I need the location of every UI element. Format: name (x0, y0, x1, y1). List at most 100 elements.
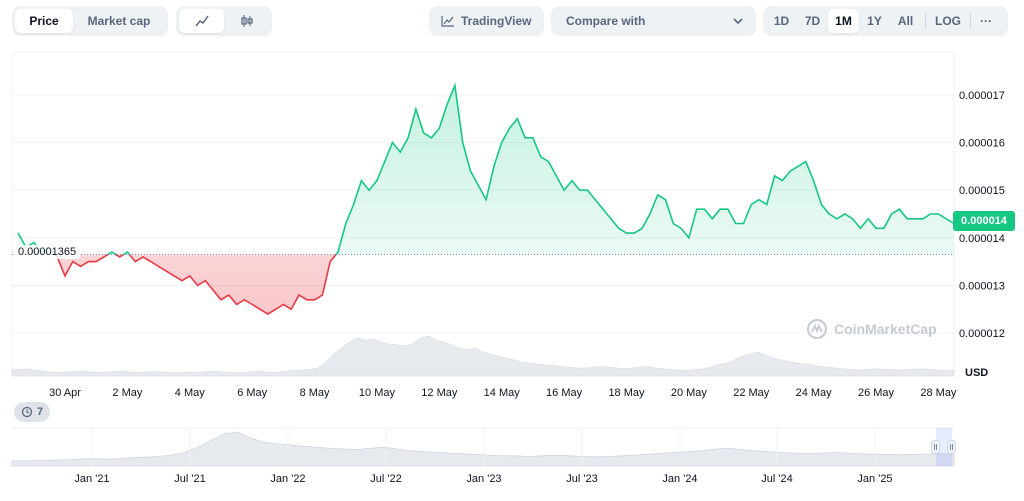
data-point (836, 218, 838, 220)
data-point (735, 222, 737, 225)
range-navigator[interactable]: Jan '21 Jul '21 Jan '22 Jul '22 Jan '23 Jul '… (11, 427, 955, 485)
data-point (789, 170, 791, 172)
data-point (641, 227, 643, 229)
line-chart-icon[interactable] (179, 9, 224, 33)
data-point (415, 108, 417, 110)
more-options-button[interactable]: ··· (980, 14, 992, 28)
x-tick-label: 18 May (608, 387, 645, 399)
range-1m[interactable]: 1M (828, 9, 859, 33)
navigator-area (11, 431, 955, 467)
data-point (220, 299, 222, 301)
data-point (571, 180, 573, 182)
data-point (259, 308, 261, 310)
compare-label: Compare with (566, 14, 646, 28)
y-tick-label: 0.000017 (959, 90, 1005, 102)
data-point (828, 213, 830, 215)
candlestick-icon[interactable] (224, 9, 269, 33)
data-point (602, 208, 604, 210)
price-chart[interactable]: 0.000012 0.000013 0.000014 0.000015 0.000016… (0, 44, 1024, 501)
data-point (618, 227, 620, 229)
view-toggle: Price Market cap (12, 6, 168, 36)
data-point (867, 218, 869, 220)
data-point (196, 284, 199, 287)
watermark: CoinMarketCap (806, 318, 937, 340)
data-point (563, 189, 565, 191)
data-point (321, 294, 323, 296)
data-point (524, 137, 526, 139)
range-1y[interactable]: 1Y (867, 14, 882, 28)
data-point (119, 256, 121, 258)
events-badge[interactable]: 7 (14, 402, 51, 422)
data-point (17, 232, 19, 234)
data-point (462, 141, 464, 144)
data-point (235, 303, 238, 306)
data-point (72, 261, 74, 263)
x-tick-label: 22 May (733, 387, 770, 399)
data-point (633, 232, 635, 234)
data-point (501, 141, 503, 144)
data-point (391, 141, 394, 144)
navigator-label: Jul '22 (370, 473, 401, 485)
data-point (610, 218, 612, 220)
tab-price[interactable]: Price (15, 9, 73, 33)
data-point (859, 227, 862, 229)
data-point (820, 203, 823, 206)
data-point (384, 160, 386, 163)
data-point (228, 294, 230, 296)
data-point (103, 256, 105, 258)
chevron-down-icon (733, 18, 743, 25)
data-point (625, 232, 628, 234)
data-point (914, 218, 916, 220)
data-point (189, 275, 191, 277)
data-point (95, 261, 97, 263)
range-1d[interactable]: 1D (773, 14, 790, 28)
data-point (485, 199, 487, 201)
volume-bars (11, 335, 955, 377)
range-all[interactable]: All (897, 14, 914, 28)
watermark-text: CoinMarketCap (834, 321, 937, 337)
x-tick-label: 30 Apr (49, 387, 81, 399)
data-point (696, 208, 698, 210)
chart-type-toggle (176, 6, 272, 36)
data-point (399, 151, 401, 153)
x-tick-label: 26 May (858, 387, 895, 399)
y-tick-label: 0.000014 (959, 233, 1005, 245)
data-point (547, 160, 550, 163)
data-point (407, 137, 409, 139)
range-7d[interactable]: 7D (804, 14, 821, 28)
x-tick-label: 8 May (300, 387, 330, 399)
data-point (774, 175, 776, 177)
navigator-label: Jul '23 (566, 473, 597, 485)
range-divider (970, 13, 971, 29)
data-point (181, 280, 183, 282)
data-point (477, 184, 479, 187)
data-point (251, 303, 253, 306)
navigator-label: Jan '24 (662, 473, 697, 485)
x-tick-label: 16 May (546, 387, 583, 399)
x-tick-label: 24 May (796, 387, 833, 399)
navigator-selection (936, 428, 952, 466)
data-point (516, 118, 518, 120)
data-point (540, 156, 542, 158)
data-point (719, 208, 721, 210)
data-point (680, 227, 682, 229)
price-area-down (18, 254, 954, 315)
log-toggle[interactable]: LOG (935, 14, 961, 28)
data-point (446, 103, 448, 106)
data-point (212, 289, 214, 291)
tradingview-button[interactable]: TradingView (429, 6, 544, 36)
data-point (134, 261, 136, 263)
data-point (454, 84, 456, 86)
data-point (274, 308, 277, 310)
y-tick-label: 0.000012 (959, 328, 1005, 340)
data-point (430, 137, 433, 139)
data-point (508, 127, 511, 129)
tradingview-label: TradingView (461, 14, 532, 28)
navigator-handle-left[interactable] (931, 440, 940, 454)
compare-select[interactable]: Compare with (551, 6, 756, 36)
tab-market-cap[interactable]: Market cap (87, 14, 151, 28)
data-point (758, 199, 760, 201)
currency-label: USD (965, 367, 989, 379)
navigator-handle-right[interactable] (947, 440, 956, 454)
volume-area (11, 335, 955, 377)
